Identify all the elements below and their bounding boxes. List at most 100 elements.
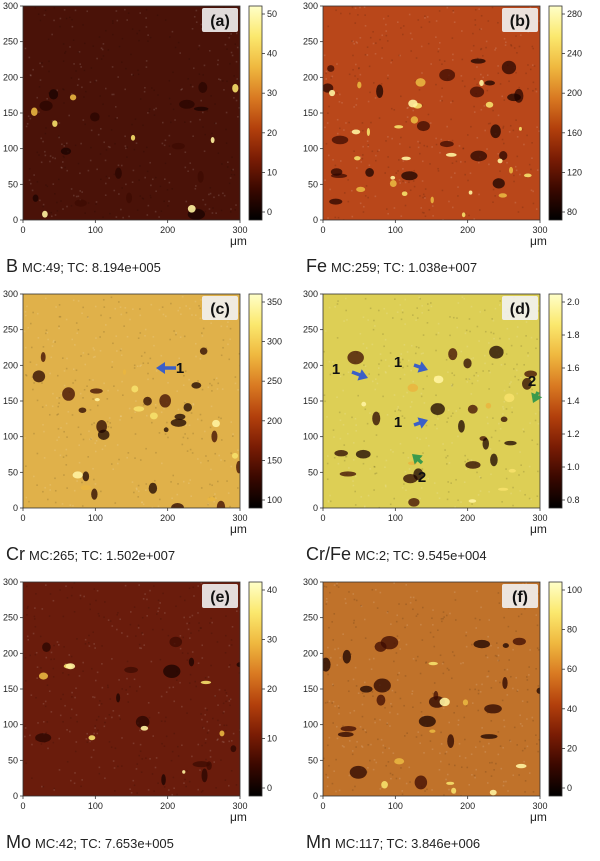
colorbar-tick-label: 40	[567, 704, 577, 714]
map-image	[323, 294, 540, 508]
colorbar-tick-label: 40	[267, 585, 277, 595]
element-label: Cr/Fe	[306, 544, 351, 564]
colorbar	[248, 293, 263, 509]
y-tick-label: 50	[308, 467, 318, 477]
panel-caption: Cr/Fe MC:2; TC: 9.545e+004	[306, 544, 487, 565]
colorbar-tick-label: 120	[567, 167, 582, 177]
y-tick-label: 250	[3, 325, 18, 335]
colorbar-tick-label: 150	[267, 455, 282, 465]
colorbar-tick-label: 20	[267, 684, 277, 694]
panel-caption: Fe MC:259; TC: 1.038e+007	[306, 256, 477, 277]
colorbar-tick-label: 1.6	[567, 363, 580, 373]
y-tick-label: 250	[3, 613, 18, 623]
y-tick-label: 300	[303, 289, 318, 299]
x-tick-label: 100	[388, 513, 403, 523]
colorbar-tick-label: 40	[267, 49, 277, 59]
y-tick-label: 200	[3, 72, 18, 82]
blue-arrow: 1	[394, 354, 428, 373]
colorbar-tick-label: 350	[267, 297, 282, 307]
y-tick-label: 0	[313, 791, 318, 801]
y-tick-label: 300	[303, 577, 318, 587]
y-tick-label: 150	[3, 108, 18, 118]
y-tick-label: 100	[303, 432, 318, 442]
y-tick-label: 50	[8, 755, 18, 765]
map-panel: (e) 0 50 100 150 200 250 300 0 100 200 300 0 10 20 30 40…	[0, 576, 300, 861]
element-label: Mo	[6, 832, 32, 852]
y-tick-label: 100	[3, 144, 18, 154]
x-tick-label: 300	[532, 513, 547, 523]
colorbar-tick-label: 0	[267, 783, 272, 793]
y-tick-label: 100	[303, 720, 318, 730]
y-tick-label: 150	[3, 396, 18, 406]
element-label: B	[6, 256, 19, 276]
unit-label: μm	[230, 522, 247, 536]
blue-arrow: 1	[332, 361, 368, 381]
colorbar-tick-label: 0	[267, 207, 272, 217]
x-tick-label: 300	[232, 801, 247, 811]
x-tick-label: 200	[160, 225, 175, 235]
colorbar-tick-label: 60	[567, 664, 577, 674]
y-tick-label: 200	[303, 72, 318, 82]
y-tick-label: 0	[13, 791, 18, 801]
y-tick-label: 50	[8, 179, 18, 189]
panel-caption: Cr MC:265; TC: 1.502e+007	[6, 544, 175, 565]
y-tick-label: 50	[8, 467, 18, 477]
colorbar-tick-label: 1.8	[567, 330, 580, 340]
map-panel: (b) 0 50 100 150 200 250 300 0 100 200 300 80 120 160 2…	[300, 0, 600, 285]
element-label: Cr	[6, 544, 25, 564]
colorbar-tick-label: 0	[567, 783, 572, 793]
colorbar-tick-label: 200	[567, 88, 582, 98]
x-tick-label: 100	[388, 225, 403, 235]
count-stats: MC:49; TC: 8.194e+005	[22, 260, 161, 275]
svg-text:1: 1	[176, 360, 184, 377]
y-tick-label: 100	[303, 144, 318, 154]
svg-text:(e): (e)	[210, 589, 230, 606]
colorbar-tick-label: 100	[567, 585, 582, 595]
y-tick-label: 100	[3, 720, 18, 730]
panel-letter: (a)	[202, 8, 238, 32]
y-tick-label: 250	[303, 37, 318, 47]
unit-label: μm	[230, 810, 247, 824]
x-tick-label: 100	[88, 801, 103, 811]
y-tick-label: 200	[303, 360, 318, 370]
count-stats: MC:2; TC: 9.545e+004	[355, 548, 487, 563]
x-tick-label: 200	[460, 225, 475, 235]
colorbar-tick-label: 250	[267, 376, 282, 386]
y-tick-label: 300	[3, 577, 18, 587]
map-panel: (f) 0 50 100 150 200 250 300 0 100 200 300 0 20 40 60 80…	[300, 576, 600, 861]
x-tick-label: 300	[532, 225, 547, 235]
colorbar-tick-label: 80	[567, 625, 577, 635]
y-tick-label: 50	[308, 179, 318, 189]
unit-label: μm	[230, 234, 247, 248]
x-tick-label: 100	[88, 513, 103, 523]
count-stats: MC:42; TC: 7.653e+005	[35, 836, 174, 851]
x-tick-label: 0	[320, 225, 325, 235]
map-panel: (a) 0 50 100 150 200 250 300 0 100 200 300 0 10 20 30 40…	[0, 0, 300, 285]
panel-caption: B MC:49; TC: 8.194e+005	[6, 256, 161, 277]
colorbar	[248, 581, 263, 797]
colorbar	[248, 5, 263, 221]
x-tick-label: 0	[320, 513, 325, 523]
y-tick-label: 50	[308, 755, 318, 765]
x-tick-label: 300	[532, 801, 547, 811]
y-tick-label: 100	[3, 432, 18, 442]
y-tick-label: 200	[3, 360, 18, 370]
panel-letter: (d)	[502, 296, 538, 320]
y-tick-label: 0	[313, 215, 318, 225]
x-tick-label: 0	[20, 513, 25, 523]
svg-text:(d): (d)	[510, 301, 530, 318]
green-arrow: 2	[528, 373, 543, 403]
unit-label: μm	[530, 522, 547, 536]
colorbar	[548, 5, 563, 221]
colorbar-tick-label: 20	[267, 128, 277, 138]
colorbar-tick-label: 300	[267, 337, 282, 347]
colorbar-tick-label: 30	[267, 88, 277, 98]
y-tick-label: 300	[3, 1, 18, 11]
colorbar	[548, 581, 563, 797]
x-tick-label: 200	[460, 513, 475, 523]
map-image	[23, 294, 240, 508]
count-stats: MC:259; TC: 1.038e+007	[331, 260, 478, 275]
colorbar-tick-label: 1.2	[567, 429, 580, 439]
svg-text:(a): (a)	[210, 13, 230, 30]
colorbar-tick-label: 30	[267, 635, 277, 645]
